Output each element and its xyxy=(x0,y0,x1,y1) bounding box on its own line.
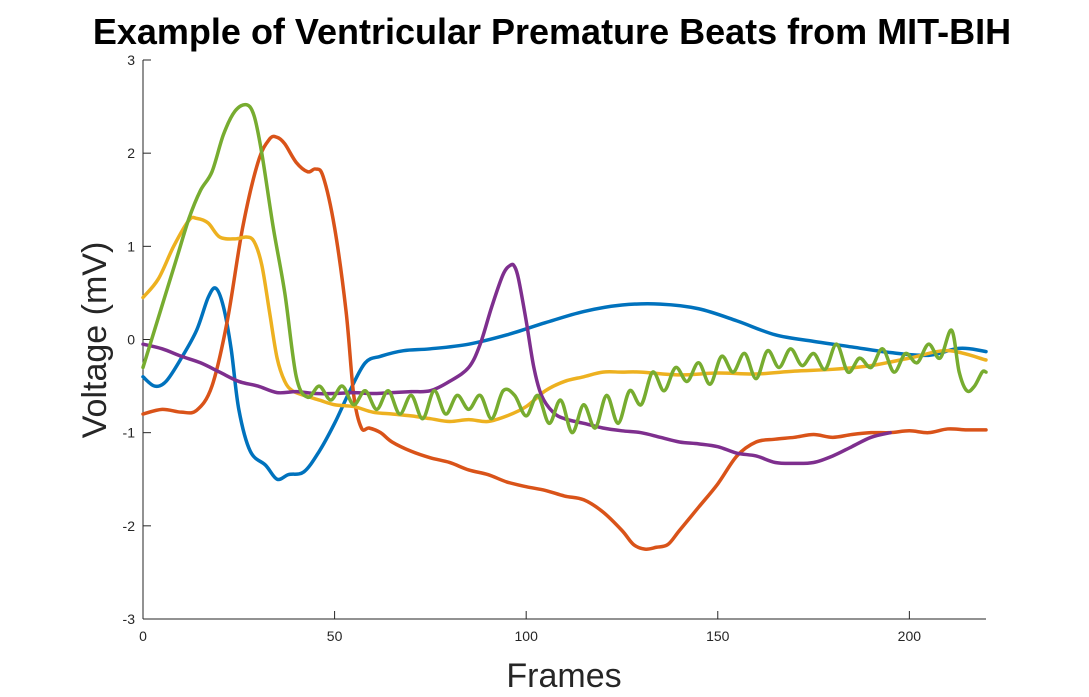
y-tick-label: 3 xyxy=(127,52,135,68)
x-tick-label: 50 xyxy=(327,628,343,644)
series-group xyxy=(141,102,988,551)
y-tick-label: 2 xyxy=(127,145,135,161)
y-ticks: -3 -2 -1 0 1 2 3 xyxy=(123,52,151,627)
series-line-4 xyxy=(141,262,892,466)
y-tick-label: 1 xyxy=(127,238,135,254)
plot-area: 0 50 100 150 200 -3 -2 -1 0 1 2 3 xyxy=(123,52,988,644)
chart-title: Example of Ventricular Premature Beats f… xyxy=(93,11,1011,52)
y-tick-label: -1 xyxy=(123,425,136,441)
series-line-2 xyxy=(141,134,988,551)
y-tick-label: 0 xyxy=(127,332,135,348)
x-tick-label: 150 xyxy=(706,628,730,644)
x-ticks: 0 50 100 150 200 xyxy=(139,611,921,644)
series-line-5 xyxy=(141,102,988,435)
y-axis-label: Voltage (mV) xyxy=(76,242,114,439)
series-line-3 xyxy=(141,215,988,424)
y-tick-label: -2 xyxy=(123,518,136,534)
x-tick-label: 200 xyxy=(898,628,922,644)
x-axis-label: Frames xyxy=(506,657,621,695)
x-tick-label: 100 xyxy=(515,628,539,644)
y-tick-label: -3 xyxy=(123,611,136,627)
series-line-1 xyxy=(141,286,988,482)
x-tick-label: 0 xyxy=(139,628,147,644)
